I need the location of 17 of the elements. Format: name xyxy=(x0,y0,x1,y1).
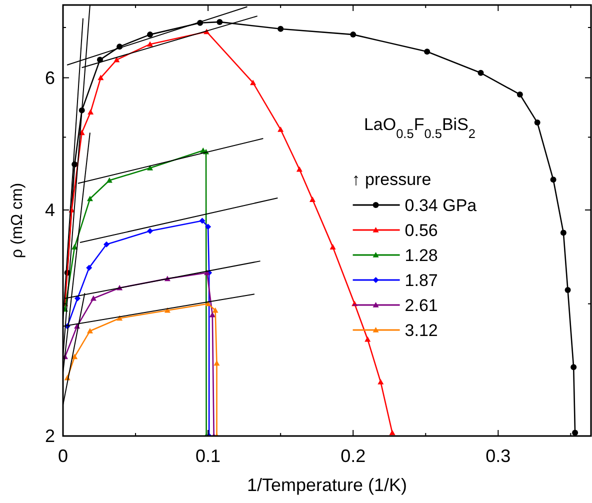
legend-label: 2.61 xyxy=(404,296,438,315)
y-tick-label: 2 xyxy=(44,426,55,446)
x-tick-label: 0 xyxy=(58,446,68,466)
legend-label: 0.56 xyxy=(404,221,438,240)
y-tick-label: 4 xyxy=(44,200,55,220)
x-tick-label: 0.1 xyxy=(196,446,221,466)
annotation: LaO$_{0.5}$F$_{0.5}$BiS$_{2}$ xyxy=(364,115,476,140)
legend-label: 3.12 xyxy=(404,321,438,340)
legend-title: ↑ pressure xyxy=(352,170,432,189)
legend-label: 1.87 xyxy=(404,271,438,290)
y-axis-title: ρ (mΩ cm) xyxy=(9,182,26,258)
legend-label: 1.28 xyxy=(404,246,438,265)
y-tick-label: 6 xyxy=(44,68,55,88)
x-tick-label: 0.2 xyxy=(340,446,366,466)
legend-label: 0.34 GPa xyxy=(404,196,478,215)
x-axis-title: 1/Temperature (1/K) xyxy=(246,475,408,495)
x-tick-label: 0.3 xyxy=(486,446,511,466)
